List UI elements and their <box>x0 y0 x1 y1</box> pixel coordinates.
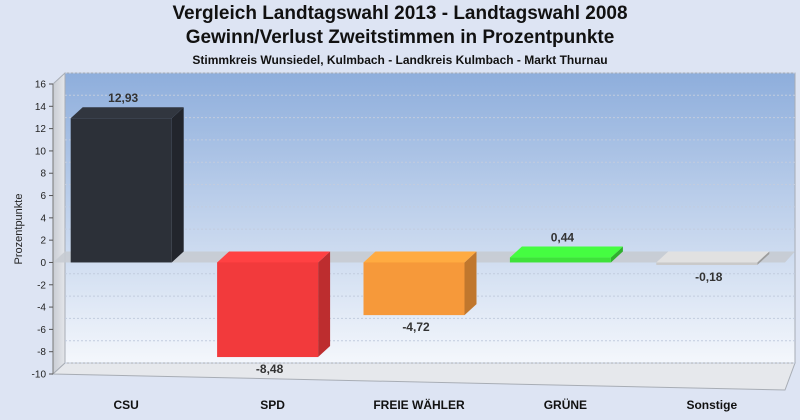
y-tick-label: 16 <box>35 80 47 91</box>
x-category-label: CSU <box>114 398 139 412</box>
bar-front <box>217 262 319 358</box>
x-category-label: GRÜNE <box>544 397 587 412</box>
y-tick-label: -2 <box>37 280 46 291</box>
y-tick-label: 0 <box>40 258 46 269</box>
bar-spd <box>217 251 331 358</box>
bar-value-label: -8,48 <box>256 362 284 376</box>
side-wall <box>52 71 66 376</box>
bar-top <box>509 246 623 258</box>
x-category-label: SPD <box>260 398 285 412</box>
bar-sonstige <box>656 251 770 265</box>
y-tick-label: -10 <box>32 370 47 381</box>
bar-side <box>610 246 623 263</box>
bar-value-label: -4,72 <box>402 320 430 334</box>
chart-title: Vergleich Landtagswahl 2013 - Landtagswa… <box>172 3 628 24</box>
bar-top <box>217 251 331 263</box>
y-tick-label: 4 <box>40 213 46 224</box>
bar-freie-wähler <box>363 251 477 316</box>
bar-top <box>363 251 477 263</box>
bar-value-label: -0,18 <box>695 270 723 284</box>
y-tick-label: 2 <box>40 236 46 247</box>
bar-front <box>363 262 465 316</box>
bar-front <box>70 118 172 263</box>
x-category-label: Sonstige <box>686 398 737 412</box>
y-tick-label: 6 <box>40 191 46 202</box>
bar-value-label: 12,93 <box>108 91 138 105</box>
y-tick-label: 14 <box>35 102 47 113</box>
y-tick-label: 12 <box>35 124 47 135</box>
floor <box>51 362 796 391</box>
x-category-label: FREIE WÄHLER <box>373 397 465 412</box>
chart-subtitle: Gewinn/Verlust Zweitstimmen in Prozentpu… <box>185 27 615 48</box>
bar-side <box>318 251 331 358</box>
y-tick-label: -4 <box>37 303 46 314</box>
bar-top <box>656 251 770 263</box>
chart-region-subtitle: Stimmkreis Wunsiedel, Kulmbach - Landkre… <box>192 53 608 67</box>
bar-top <box>70 107 184 119</box>
bar-front <box>656 262 758 265</box>
y-tick-label: 10 <box>35 146 47 157</box>
y-tick-label: -8 <box>37 347 46 358</box>
bar-side <box>464 251 477 316</box>
bar-side <box>757 251 770 265</box>
bar-csu <box>70 107 184 263</box>
y-axis-label: Prozentpunkte <box>13 194 25 265</box>
bar-front <box>509 257 611 263</box>
bar-side <box>171 107 184 263</box>
bar-value-label: 0,44 <box>551 231 575 245</box>
bar-grüne <box>509 246 623 263</box>
y-tick-label: -6 <box>37 325 46 336</box>
y-tick-label: 8 <box>40 169 46 180</box>
